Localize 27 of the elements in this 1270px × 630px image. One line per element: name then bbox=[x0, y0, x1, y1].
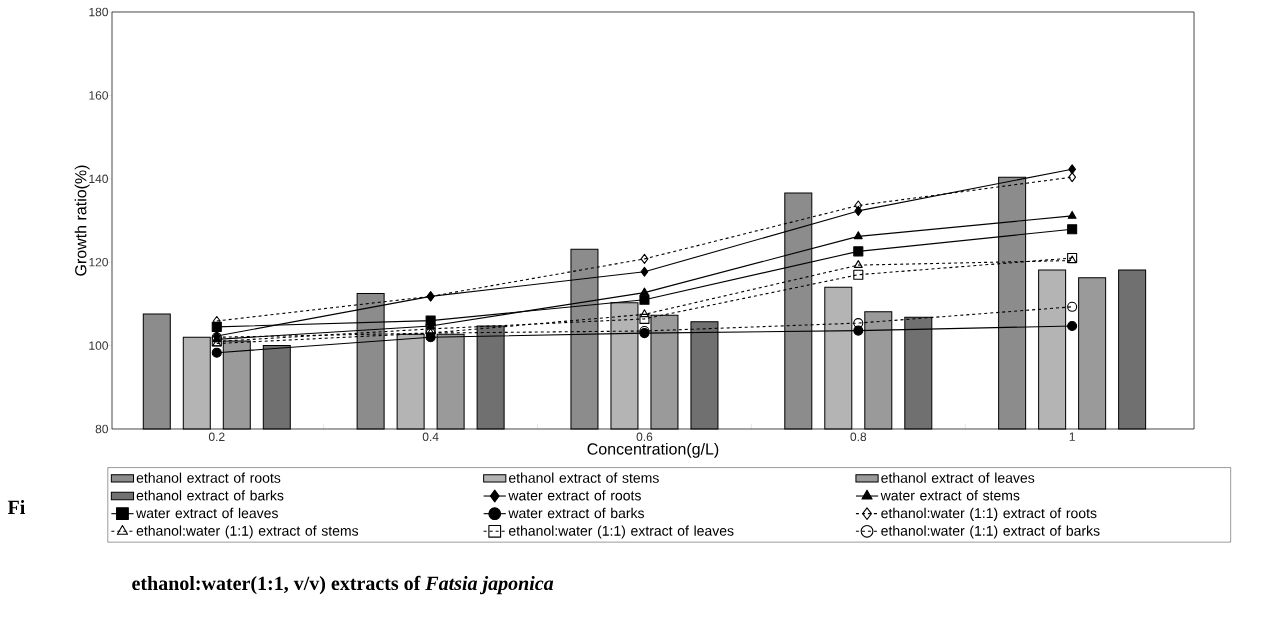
x-tick-label: 0.2 bbox=[208, 432, 225, 442]
y-axis-title: Growth ratio(%) bbox=[74, 165, 90, 276]
legend-label: water extract of barks bbox=[508, 507, 645, 519]
y-tick-label: 80 bbox=[95, 424, 108, 434]
y-tick-label: 120 bbox=[89, 257, 108, 267]
legend-label: water extract of roots bbox=[508, 490, 641, 501]
text: ethanol:water(1:1, v/v) extracts of Fatsia japonica bbox=[132, 575, 554, 595]
y-tick-label: 140 bbox=[89, 174, 108, 184]
legend-label: ethanol:water (1:1) extract of barks bbox=[881, 525, 1100, 539]
legend-label: ethanol extract of stems bbox=[508, 472, 659, 483]
x-axis-title: Concentration(g/L) bbox=[587, 442, 719, 458]
legend-label: ethanol extract of leaves bbox=[881, 472, 1035, 483]
y-tick-label: 160 bbox=[89, 91, 108, 100]
legend-label: ethanol extract of roots bbox=[136, 472, 281, 483]
legend-label: water extract of stems bbox=[880, 490, 1020, 501]
text: Fi bbox=[7, 500, 26, 514]
y-tick-label: 100 bbox=[89, 341, 108, 350]
y-tick-label: 180 bbox=[89, 7, 108, 17]
legend-label: ethanol:water (1:1) extract of leaves bbox=[508, 525, 734, 539]
x-tick-label: 0.6 bbox=[636, 432, 653, 442]
x-tick-label: 0.8 bbox=[850, 432, 867, 442]
legend-label: ethanol:water (1:1) extract of roots bbox=[881, 507, 1097, 521]
x-tick-label: 0.4 bbox=[422, 432, 439, 442]
legend-label: ethanol:water (1:1) extract of stems bbox=[136, 525, 359, 539]
x-tick-label: 1 bbox=[1069, 432, 1075, 441]
legend-label: water extract of leaves bbox=[136, 507, 278, 519]
legend-label: ethanol extract of barks bbox=[136, 490, 284, 501]
